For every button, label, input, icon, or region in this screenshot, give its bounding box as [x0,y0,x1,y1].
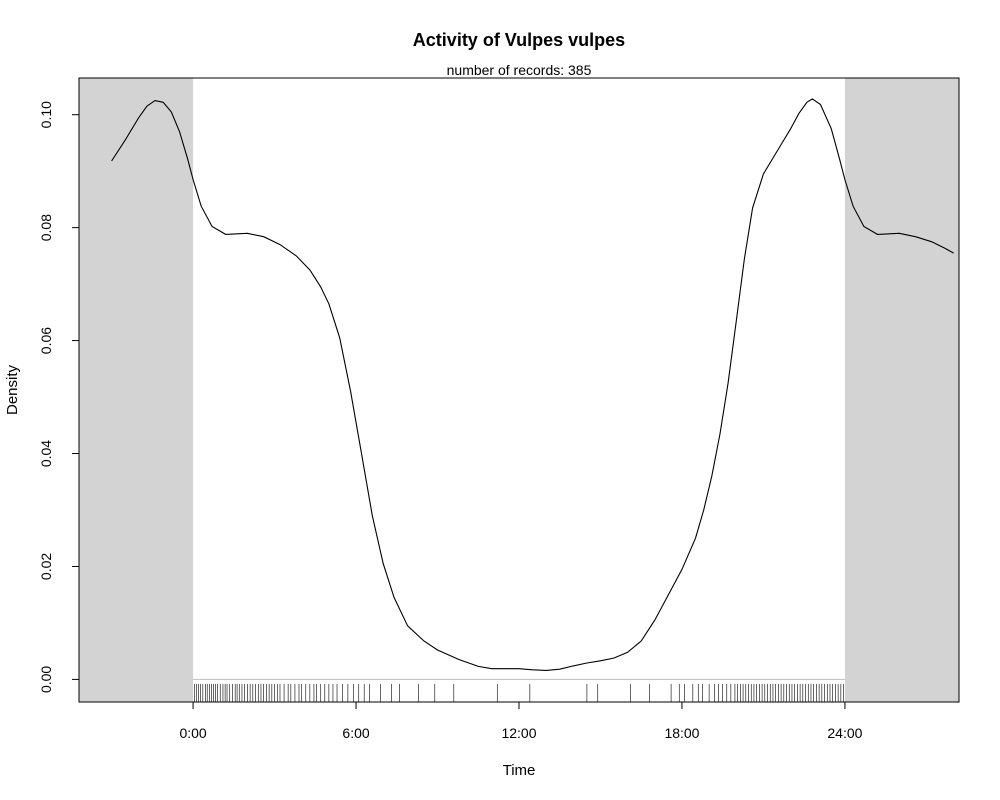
x-tick-label: 0:00 [179,725,206,741]
y-tick-label: 0.08 [38,214,54,241]
density-line [111,98,954,671]
y-tick-label: 0.02 [38,553,54,580]
x-axis-label: Time [503,762,536,779]
x-tick-label: 12:00 [501,725,536,741]
y-tick-label: 0.04 [38,440,54,467]
x-tick-label: 24:00 [827,725,862,741]
y-tick-label: 0.06 [38,327,54,354]
shaded-region [844,78,959,702]
plot-frame [78,77,960,703]
chart-title: Activity of Vulpes vulpes [413,30,625,50]
y-tick-label: 0.00 [38,666,54,693]
x-tick-label: 6:00 [342,725,369,741]
y-tick-label: 0.10 [38,101,54,128]
y-axis-label: Density [4,364,21,415]
chart-subtitle: number of records: 385 [447,62,592,78]
shaded-region [79,78,194,702]
x-tick-label: 18:00 [664,725,699,741]
